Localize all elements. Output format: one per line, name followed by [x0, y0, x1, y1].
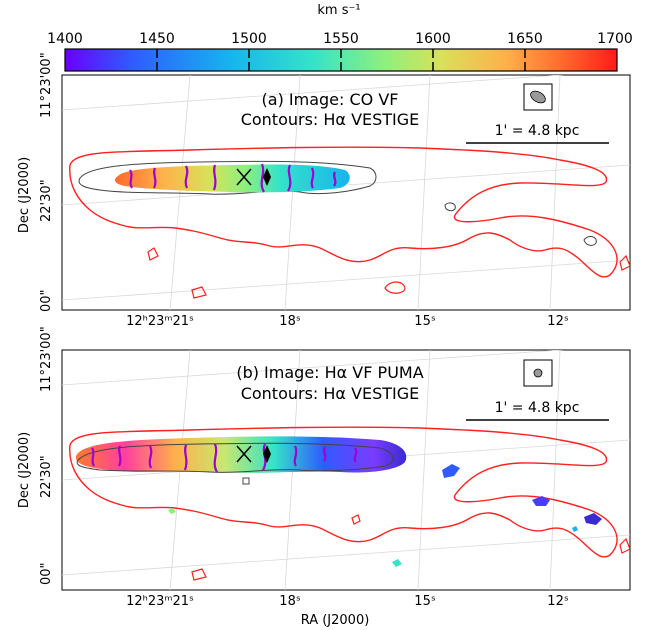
panel-b-y-tick-labels: 11°23'00" 22'30" 00"	[39, 326, 54, 585]
panel-a-contour-blob-3	[384, 281, 406, 294]
panel-b-ylabel: Dec (J2000)	[17, 432, 32, 508]
panel-a-xtick-3: 15ˢ	[414, 314, 436, 329]
panel-b-vf-patch-6	[168, 508, 176, 514]
panel-b-contour-blob-2	[351, 514, 361, 525]
panel-b-xlabel: RA (J2000)	[301, 613, 370, 628]
panel-b-contour-blob-1	[191, 568, 207, 581]
panel-b-beam	[523, 359, 553, 387]
colorbar-tick-marks	[156, 49, 526, 71]
panel-a-inner-blob-2	[583, 235, 597, 246]
panel-a-title-line1: (a) Image: CO VF	[262, 90, 399, 109]
panel-a-halpha-peak-contours	[129, 163, 337, 193]
panel-b-ytick-top: 11°23'00"	[39, 326, 54, 392]
panel-b-inner-blob-1	[242, 477, 250, 485]
colorbar-tick-1650: 1650	[507, 31, 543, 47]
panel-a-diamond-marker	[263, 168, 271, 186]
panel-b-x-tick-labels: 12ʰ23ᵐ21ˢ 18ˢ 15ˢ 12ˢ	[126, 594, 569, 609]
panel-a-ytick-top: 11°23'00"	[39, 52, 54, 118]
panel-a-halpha-outer-contour	[69, 146, 618, 278]
panel-a-y-tick-labels: 11°23'00" 22'30" 00"	[39, 52, 54, 312]
panel-b-vf-patch-2	[532, 496, 550, 506]
panel-a-title-line2: Contours: Hα VESTIGE	[241, 110, 420, 129]
panel-a: (a) Image: CO VF Contours: Hα VESTIGE 1'…	[17, 52, 631, 329]
panel-a-ytick-bot: 00"	[39, 289, 54, 312]
panel-b-vf-patch-1	[442, 464, 460, 478]
colorbar: km s⁻¹ 1400 1450 1500 1550 1600 1650 170…	[47, 3, 633, 72]
panel-b-vf-patch-5	[392, 559, 402, 567]
colorbar-tick-1600: 1600	[415, 31, 451, 47]
panel-b-ytick-bot: 00"	[39, 562, 54, 585]
colorbar-tick-1700: 1700	[597, 31, 633, 47]
panel-a-beam-ellipse-icon	[530, 90, 546, 104]
panel-b-ytick-mid: 22'30"	[39, 455, 54, 498]
panel-b-halpha-inner-contour	[76, 442, 394, 473]
panel-a-contour-blob-2	[191, 286, 207, 299]
panel-b-xtick-3: 15ˢ	[414, 594, 436, 609]
panel-b: (b) Image: Hα VF PUMA Contours: Hα VESTI…	[17, 326, 631, 628]
colorbar-tick-1500: 1500	[231, 31, 267, 47]
panel-a-beam	[523, 83, 553, 111]
panel-a-xtick-1: 12ʰ23ᵐ21ˢ	[126, 314, 194, 329]
panel-b-xtick-2: 18ˢ	[279, 594, 301, 609]
panel-a-contour-blob-4	[619, 254, 630, 271]
panel-b-beam-circle-icon	[533, 368, 543, 378]
panel-a-xtick-2: 18ˢ	[279, 314, 301, 329]
panel-b-vf-patch-4	[572, 526, 578, 532]
colorbar-tick-1550: 1550	[323, 31, 359, 47]
panel-b-title-line2: Contours: Hα VESTIGE	[241, 384, 420, 403]
panel-a-scalebar-label: 1' = 4.8 kpc	[495, 123, 580, 139]
panel-b-diamond-marker	[263, 445, 271, 463]
panel-a-inner-blob-1	[444, 202, 456, 212]
panel-b-contour-blob-3	[619, 537, 630, 554]
panel-b-title-line1: (b) Image: Hα VF PUMA	[236, 363, 423, 382]
panel-a-contour-blob-1	[147, 247, 159, 261]
colorbar-tick-1400: 1400	[47, 31, 83, 47]
panel-a-xtick-4: 12ˢ	[547, 314, 569, 329]
panel-b-xtick-1: 12ʰ23ᵐ21ˢ	[126, 594, 194, 609]
panel-a-ylabel: Dec (J2000)	[17, 157, 32, 233]
panel-b-vf-patch-3	[584, 513, 602, 525]
colorbar-unit-label: km s⁻¹	[317, 3, 360, 18]
panel-a-halpha-inner-contour	[78, 160, 377, 195]
colorbar-tick-1450: 1450	[139, 31, 175, 47]
panel-b-halpha-outer-contour	[69, 426, 618, 558]
panel-a-co-velocity-field	[114, 164, 350, 193]
panel-a-ytick-mid: 22'30"	[39, 179, 54, 222]
colorbar-tick-labels: 1400 1450 1500 1550 1600 1650 1700	[47, 31, 633, 47]
panel-a-nucleus-marker	[236, 168, 252, 186]
panel-b-xtick-4: 12ˢ	[547, 594, 569, 609]
panel-b-halpha-peak-contours	[91, 443, 358, 473]
panel-b-scalebar-label: 1' = 4.8 kpc	[495, 400, 580, 416]
panel-a-grid	[62, 75, 630, 310]
panel-b-nucleus-marker	[236, 445, 252, 463]
panel-a-x-tick-labels: 12ʰ23ᵐ21ˢ 18ˢ 15ˢ 12ˢ	[126, 314, 569, 329]
